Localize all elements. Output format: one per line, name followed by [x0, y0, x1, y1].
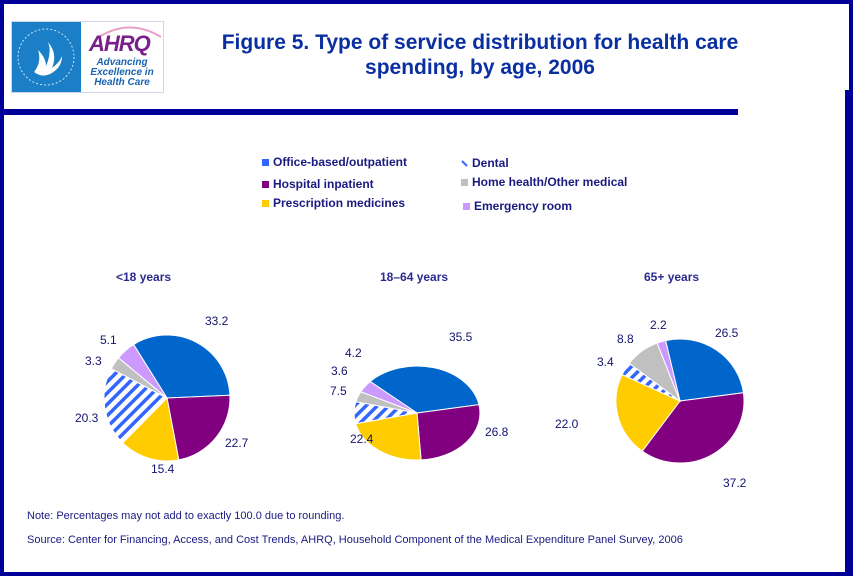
eagle-icon [17, 28, 75, 86]
slice-office-based-outpatient [369, 365, 480, 414]
data-label-prescription-medicines: 15.4 [151, 462, 175, 476]
data-label-emergency-room: 2.2 [650, 318, 667, 332]
figure-frame [4, 4, 849, 572]
title-line-1: Figure 5. Type of service distribution f… [221, 31, 739, 54]
hhs-logo [12, 22, 81, 92]
arc-icon [98, 26, 162, 38]
data-label-dental: 3.4 [597, 355, 614, 369]
slice-hospital-inpatient [641, 392, 745, 464]
footnote: Note: Percentages may not add to exactly… [27, 510, 345, 522]
slice-emergency-room [656, 339, 681, 402]
pie-65-years: 26.5 37.2 22.0 3.48.8 2.2 [555, 318, 747, 490]
data-label-hospital-inpatient: 37.2 [723, 476, 747, 490]
legend-swatch [262, 199, 269, 207]
data-label-home-health-other-medical: 8.8 [617, 332, 634, 346]
slice-hospital-inpatient [416, 404, 481, 461]
slice-emergency-room [117, 343, 168, 399]
slice-prescription-medicines [121, 396, 180, 462]
slice-hospital-inpatient [166, 394, 231, 461]
legend-label: Dental [472, 156, 509, 170]
legend-label: Office-based/outpatient [273, 155, 408, 169]
legend-swatch [262, 180, 269, 188]
tagline-line-3: Health Care [94, 77, 150, 88]
legend-label: Home health/Other medical [472, 175, 628, 189]
ahrq-wordmark: AHRQ [89, 31, 151, 56]
header-rule [4, 109, 738, 115]
data-label-home-health-other-medical: 3.6 [331, 364, 348, 378]
ahrq-tagline: Advancing Excellence in Health Care [81, 58, 163, 88]
data-label-home-health-other-medical: 3.3 [85, 354, 102, 368]
legend-item-emergency: Emergency room [463, 199, 572, 213]
legend-item-home-health: Home health/Other medical [461, 175, 627, 189]
slice-office-based-outpatient [664, 338, 744, 402]
data-label-emergency-room: 5.1 [100, 333, 117, 347]
figure-title: Figure 5. Type of service distribution f… [180, 30, 780, 80]
legend-label: Hospital inpatient [273, 177, 374, 191]
data-label-dental: 7.5 [330, 384, 347, 398]
data-label-emergency-room: 4.2 [345, 346, 362, 360]
legend-item-dental: Dental [461, 156, 509, 170]
pie--18-years: 33.2 22.7 15.4 20.3 3.3 5.1 [75, 314, 249, 476]
data-label-office-based-outpatient: 33.2 [205, 314, 229, 328]
slice-dental [103, 367, 168, 444]
legend-label: Prescription medicines [273, 196, 406, 210]
title-line-2: spending, by age, 2006 [365, 56, 595, 79]
agency-logos: AHRQ Advancing Excellence in Health Care [11, 21, 164, 93]
pie-title-18-64: 18–64 years [380, 270, 449, 284]
data-label-prescription-medicines: 22.4 [350, 432, 374, 446]
slice-emergency-room [360, 380, 418, 414]
slice-prescription-medicines [354, 412, 422, 461]
legend-label: Emergency room [474, 199, 573, 213]
ahrq-logo: AHRQ Advancing Excellence in Health Care [81, 22, 163, 92]
data-label-hospital-inpatient: 26.8 [485, 425, 509, 439]
legend-swatch [463, 202, 470, 210]
pie-18-64-years: 35.5 26.8 22.4 7.5 3.6 4.2 [330, 330, 509, 461]
data-label-hospital-inpatient: 22.7 [225, 436, 249, 450]
legend-item-office: Office-based/outpatient [262, 155, 407, 169]
pie-title-65-plus: 65+ years [644, 270, 700, 284]
pie-title-under-18: <18 years [116, 270, 172, 284]
tagline-line-2: Excellence in [90, 67, 154, 78]
frame-right-border [845, 90, 849, 572]
legend-swatch [262, 158, 269, 166]
data-label-dental: 20.3 [75, 411, 99, 425]
source-note: Source: Center for Financing, Access, an… [27, 534, 683, 546]
data-label-office-based-outpatient: 35.5 [449, 330, 473, 344]
legend-item-hospital: Hospital inpatient [262, 177, 374, 191]
data-label-prescription-medicines: 22.0 [555, 417, 579, 431]
legend-item-prescription: Prescription medicines [262, 196, 405, 210]
data-label-office-based-outpatient: 26.5 [715, 326, 739, 340]
legend-swatch [461, 178, 468, 186]
legend-swatch-striped [461, 159, 468, 167]
tagline-line-1: Advancing [96, 57, 148, 68]
